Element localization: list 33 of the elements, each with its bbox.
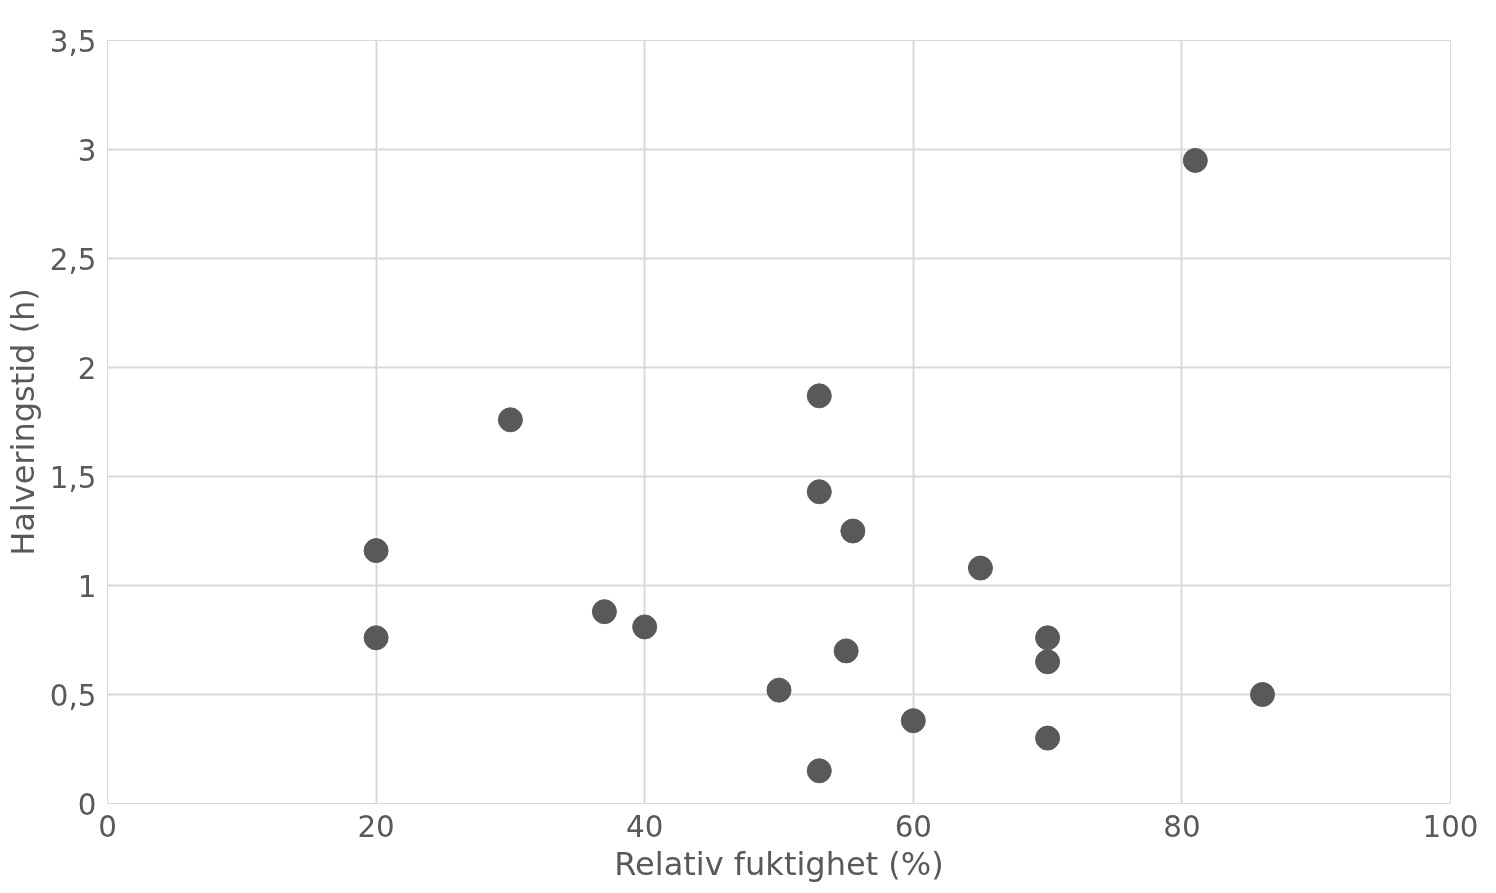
point xyxy=(766,677,792,703)
y-axis-title: Halveringstid (h) xyxy=(3,288,42,556)
point xyxy=(806,383,832,409)
x-tick-label: 100 xyxy=(1422,809,1479,844)
point xyxy=(591,599,617,625)
x-tick-label: 40 xyxy=(626,809,664,844)
point xyxy=(840,518,866,544)
y-tick-label: 2,5 xyxy=(49,242,97,277)
y-tick-label: 1 xyxy=(77,569,97,604)
point xyxy=(1249,682,1275,707)
point xyxy=(806,479,832,505)
y-tick-label: 1,5 xyxy=(49,460,97,495)
y-tick-label: 0,5 xyxy=(49,678,97,713)
x-tick-label: 60 xyxy=(894,809,932,844)
point xyxy=(363,538,389,564)
y-tick-label: 2 xyxy=(77,351,97,386)
point xyxy=(967,555,993,581)
point xyxy=(632,614,658,640)
x-axis-title: Relativ fuktighet (%) xyxy=(614,844,944,883)
point xyxy=(833,638,859,664)
point xyxy=(363,625,389,651)
y-tick-label: 3 xyxy=(77,133,97,168)
point xyxy=(900,708,926,734)
x-tick-label: 80 xyxy=(1163,809,1201,844)
point xyxy=(806,758,832,784)
point xyxy=(1035,625,1061,651)
point xyxy=(1035,649,1061,675)
y-tick-label: 0 xyxy=(77,787,97,822)
point xyxy=(1035,725,1061,751)
y-tick-label: 3,5 xyxy=(49,24,97,59)
point xyxy=(1182,147,1208,173)
x-tick-label: 20 xyxy=(357,809,395,844)
point xyxy=(497,407,523,433)
